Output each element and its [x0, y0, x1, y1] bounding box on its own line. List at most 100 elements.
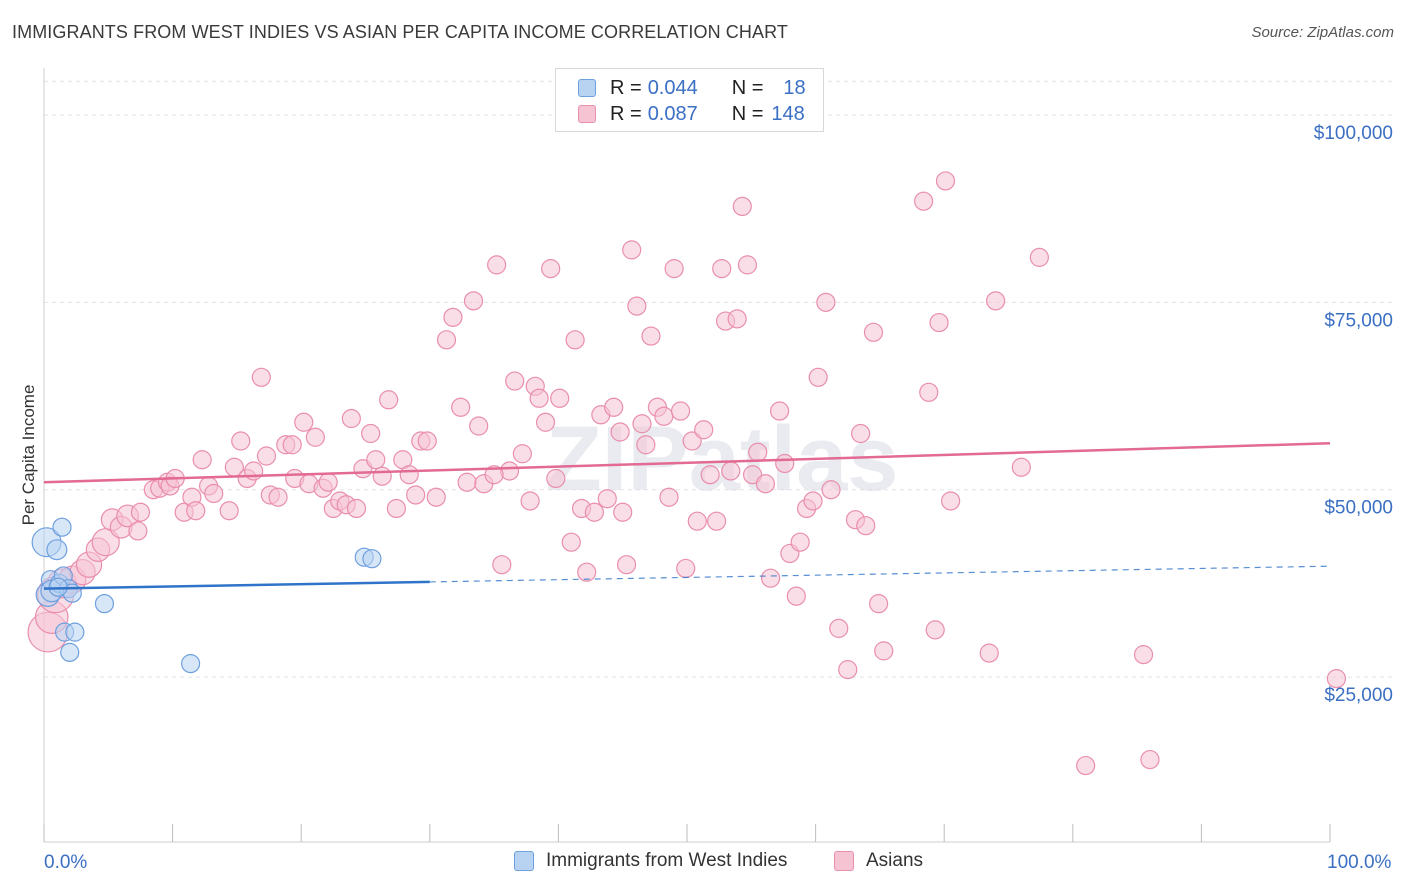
- legend-item-label: Immigrants from West Indies: [546, 850, 788, 871]
- point-asian: [694, 420, 714, 440]
- point-asian: [406, 485, 426, 505]
- point-asian: [616, 555, 637, 575]
- point-asian: [535, 412, 556, 432]
- legend-swatch-pink: [578, 105, 596, 123]
- point-asian: [732, 196, 752, 217]
- legend-item-west-indies: Immigrants from West Indies: [514, 850, 787, 872]
- trend-line-west-indies: [43, 580, 430, 590]
- point-asian: [775, 453, 795, 474]
- legend-r-value: 0.044: [647, 76, 698, 99]
- point-asian: [469, 416, 489, 436]
- x-tick-label-max: 100.0%: [1327, 852, 1392, 873]
- point-asian: [659, 487, 679, 507]
- series-legend: Immigrants from West Indies Asians: [0, 850, 1406, 878]
- y-tick-label: $75,000: [1324, 310, 1393, 331]
- point-asian: [520, 491, 540, 511]
- point-asian: [935, 171, 956, 191]
- point-asian: [838, 660, 858, 680]
- point-asian: [919, 382, 939, 402]
- point-asian: [654, 406, 674, 426]
- point-west-indies: [65, 622, 85, 642]
- y-tick-label: $100,000: [1314, 123, 1393, 144]
- legend-swatch-pink: [834, 851, 854, 871]
- point-asian: [487, 255, 507, 275]
- point-asian: [130, 502, 151, 522]
- point-asian: [457, 472, 477, 492]
- point-asian: [426, 487, 446, 507]
- legend-swatch-blue: [514, 851, 534, 871]
- point-asian: [597, 489, 617, 509]
- point-asian: [318, 472, 338, 492]
- point-asian: [346, 498, 367, 519]
- point-asian: [282, 435, 302, 455]
- point-asian: [1140, 749, 1160, 770]
- point-asian: [803, 491, 823, 511]
- point-asian: [505, 371, 525, 391]
- point-asian: [604, 397, 624, 417]
- point-west-indies: [181, 654, 201, 674]
- point-asian: [687, 511, 707, 531]
- point-asian: [256, 446, 277, 466]
- point-asian: [305, 427, 325, 447]
- trend-line-asians: [43, 442, 1331, 484]
- point-asian: [541, 259, 561, 279]
- point-west-indies: [60, 642, 80, 662]
- point-asian: [622, 240, 642, 260]
- legend-item-label: Asians: [866, 850, 924, 871]
- point-asian: [399, 465, 419, 485]
- tick-labels: $25,000 $50,000 $75,000 $100,000: [1314, 123, 1393, 706]
- point-asian: [231, 431, 251, 451]
- point-asian: [128, 521, 148, 541]
- points-layer: [27, 171, 1347, 776]
- point-asian: [851, 423, 871, 444]
- point-asian: [372, 466, 392, 486]
- point-asian: [641, 326, 661, 346]
- point-asian: [929, 312, 949, 333]
- point-asian: [664, 259, 684, 279]
- point-asian: [550, 388, 570, 408]
- point-asian: [676, 558, 696, 579]
- point-west-indies: [46, 539, 68, 561]
- point-asian: [610, 422, 630, 442]
- point-west-indies: [52, 517, 72, 537]
- legend-r-value: 0.087: [647, 102, 698, 125]
- point-asian: [529, 388, 549, 408]
- legend-r-label: R =: [610, 102, 642, 125]
- legend-swatch-blue: [578, 79, 596, 97]
- point-asian: [874, 641, 894, 661]
- x-tick-label-min: 0.0%: [44, 852, 88, 873]
- legend-n-label: N =: [731, 102, 764, 125]
- point-asian: [925, 620, 945, 640]
- point-asian: [186, 501, 206, 521]
- point-asian: [294, 412, 314, 432]
- point-asian: [706, 511, 727, 531]
- point-asian: [584, 502, 605, 522]
- legend-item-asians: Asians: [834, 850, 923, 872]
- legend-n-value: 18: [783, 76, 806, 99]
- point-asian: [670, 401, 691, 421]
- legend-n-label: N =: [731, 76, 764, 99]
- point-asian: [386, 498, 406, 519]
- point-asian: [361, 423, 381, 444]
- point-asian: [755, 474, 776, 494]
- point-asian: [577, 562, 597, 582]
- point-asian: [546, 468, 566, 489]
- point-asian: [251, 367, 271, 387]
- point-asian: [769, 401, 790, 421]
- point-asian: [760, 568, 781, 588]
- point-asian: [627, 296, 647, 316]
- legend-row-asians: R = 0.087 N = 148: [578, 102, 805, 126]
- point-asian: [561, 532, 581, 552]
- chart-title: IMMIGRANTS FROM WEST INDIES VS ASIAN PER…: [12, 22, 788, 42]
- point-asian: [484, 465, 504, 485]
- point-asian: [204, 483, 224, 504]
- trend-line-west-indies-extension: [429, 565, 1331, 583]
- point-asian: [1133, 645, 1154, 665]
- point-asian: [463, 291, 484, 311]
- point-asian: [700, 465, 720, 485]
- point-asian: [786, 586, 806, 606]
- point-asian: [268, 487, 288, 507]
- point-asian: [941, 491, 961, 511]
- point-west-indies: [94, 594, 115, 614]
